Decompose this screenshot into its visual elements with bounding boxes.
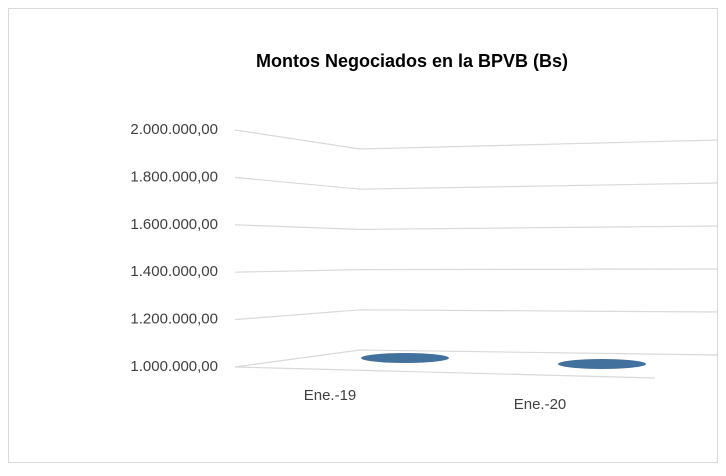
- bar-top: [361, 353, 449, 363]
- y-tick-label: 1.600.000,00: [130, 216, 218, 233]
- y-tick-label: 1.400.000,00: [130, 263, 218, 280]
- grid-line: [234, 349, 719, 368]
- x-tick-label: Ene.-20: [514, 396, 567, 413]
- y-tick-label: 2.000.000,00: [130, 121, 218, 138]
- grid-line: [234, 309, 719, 321]
- y-tick-label: 1.800.000,00: [130, 168, 218, 185]
- grid-line: [234, 176, 719, 190]
- grid-line: [234, 129, 719, 150]
- y-tick-label: 1.000.000,00: [130, 358, 218, 375]
- grid-line: [234, 224, 719, 231]
- bar-top: [558, 359, 646, 369]
- x-tick-label: Ene.-19: [304, 387, 357, 404]
- floor-edge: [234, 366, 656, 379]
- chart-title: Montos Negociados en la BPVB (Bs): [256, 51, 568, 71]
- y-tick-label: 1.200.000,00: [130, 311, 218, 328]
- grid-line: [234, 268, 719, 273]
- chart-border: [8, 8, 718, 463]
